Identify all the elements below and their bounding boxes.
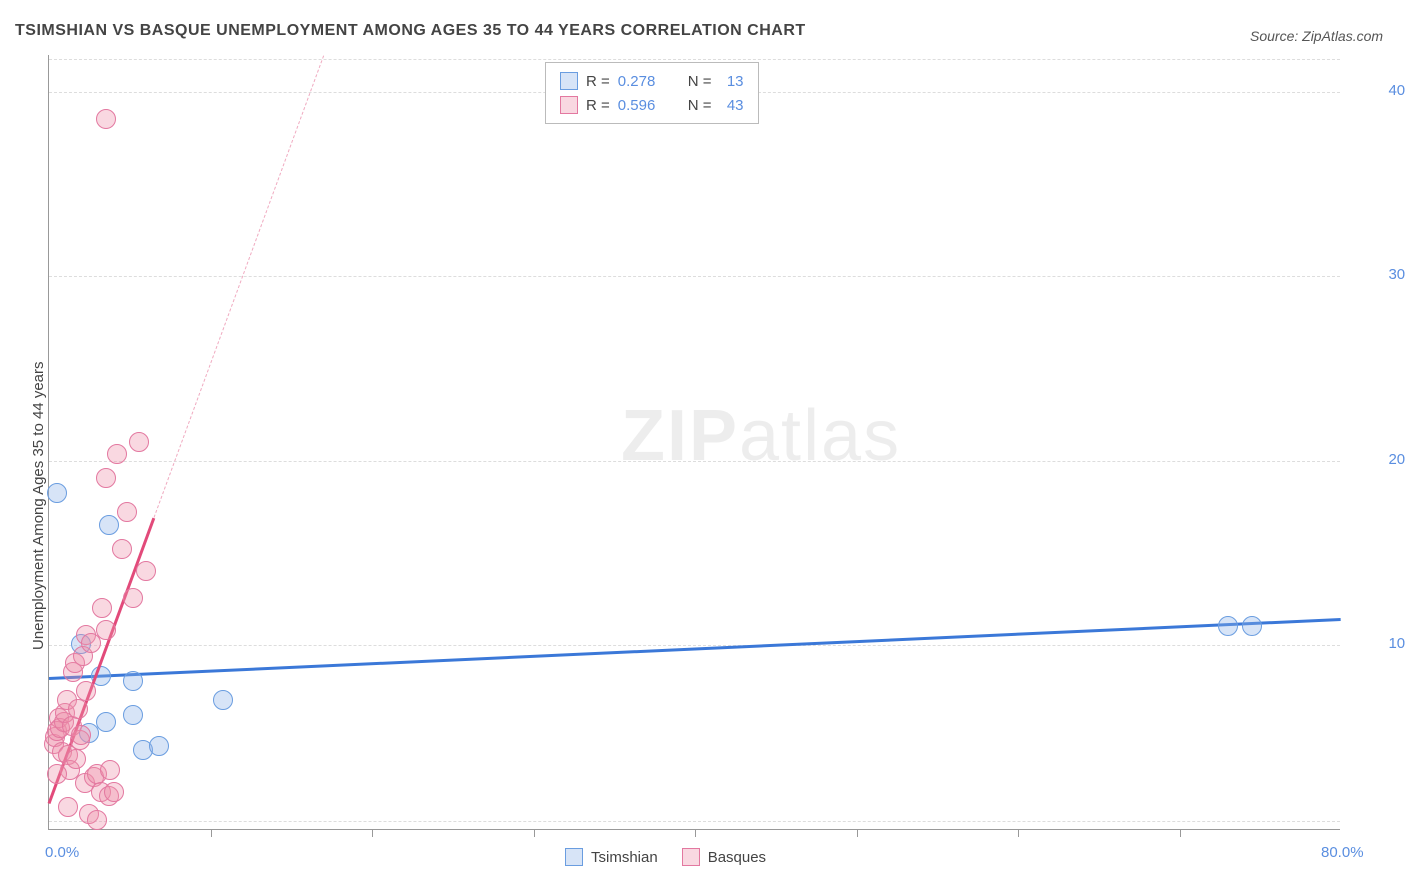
data-point	[123, 671, 143, 691]
data-point	[213, 690, 233, 710]
y-tick-label: 20.0%	[1351, 451, 1406, 468]
trendline	[153, 55, 324, 517]
legend-swatch	[560, 96, 578, 114]
y-tick-label: 30.0%	[1351, 266, 1406, 283]
stats-legend-row: R = 0.596 N = 43	[560, 93, 744, 117]
data-point	[71, 725, 91, 745]
stat-n-value: 13	[720, 73, 744, 90]
data-point	[47, 764, 67, 784]
stat-r-label: R =	[586, 73, 610, 90]
gridline	[49, 59, 1340, 60]
x-tick	[1018, 829, 1019, 837]
data-point	[76, 681, 96, 701]
data-point	[92, 598, 112, 618]
x-tick	[857, 829, 858, 837]
x-tick	[1180, 829, 1181, 837]
x-tick-label: 0.0%	[45, 844, 79, 861]
y-tick-label: 10.0%	[1351, 635, 1406, 652]
legend-swatch	[560, 72, 578, 90]
series-legend: Tsimshian Basques	[565, 848, 766, 866]
watermark-bold: ZIP	[621, 396, 739, 476]
y-tick-label: 40.0%	[1351, 82, 1406, 99]
data-point	[117, 502, 137, 522]
data-point	[96, 109, 116, 129]
data-point	[112, 539, 132, 559]
data-point	[123, 588, 143, 608]
stat-n-label: N =	[688, 73, 712, 90]
x-tick-label: 80.0%	[1321, 844, 1364, 861]
watermark-light: atlas	[739, 396, 901, 476]
watermark: ZIPatlas	[621, 395, 901, 477]
x-tick	[211, 829, 212, 837]
data-point	[123, 705, 143, 725]
stats-legend: R = 0.278 N = 13 R = 0.596 N = 43	[545, 62, 759, 124]
data-point	[47, 483, 67, 503]
data-point	[96, 620, 116, 640]
data-point	[58, 797, 78, 817]
data-point	[66, 749, 86, 769]
data-point	[1218, 616, 1238, 636]
legend-swatch	[565, 848, 583, 866]
x-tick	[372, 829, 373, 837]
data-point	[129, 432, 149, 452]
stats-legend-row: R = 0.278 N = 13	[560, 69, 744, 93]
chart-title: TSIMSHIAN VS BASQUE UNEMPLOYMENT AMONG A…	[15, 22, 806, 40]
stat-n-label: N =	[688, 97, 712, 114]
legend-label: Tsimshian	[591, 849, 658, 866]
stat-r-value: 0.278	[618, 73, 668, 90]
data-point	[100, 760, 120, 780]
legend-item: Tsimshian	[565, 848, 658, 866]
data-point	[87, 810, 107, 830]
gridline	[49, 461, 1340, 462]
x-tick	[534, 829, 535, 837]
trendline	[49, 618, 1341, 680]
data-point	[149, 736, 169, 756]
data-point	[1242, 616, 1262, 636]
gridline	[49, 645, 1340, 646]
data-point	[104, 782, 124, 802]
stat-r-label: R =	[586, 97, 610, 114]
y-axis-label: Unemployment Among Ages 35 to 44 years	[30, 361, 47, 650]
data-point	[68, 699, 88, 719]
data-point	[96, 468, 116, 488]
legend-label: Basques	[708, 849, 766, 866]
stat-n-value: 43	[720, 97, 744, 114]
gridline	[49, 821, 1340, 822]
chart-container: TSIMSHIAN VS BASQUE UNEMPLOYMENT AMONG A…	[0, 0, 1406, 892]
data-point	[99, 515, 119, 535]
legend-swatch	[682, 848, 700, 866]
x-tick	[695, 829, 696, 837]
data-point	[107, 444, 127, 464]
source-attribution: Source: ZipAtlas.com	[1250, 28, 1383, 44]
plot-area: ZIPatlas 10.0%20.0%30.0%40.0%0.0%80.0%	[48, 55, 1340, 830]
legend-item: Basques	[682, 848, 766, 866]
stat-r-value: 0.596	[618, 97, 668, 114]
data-point	[136, 561, 156, 581]
